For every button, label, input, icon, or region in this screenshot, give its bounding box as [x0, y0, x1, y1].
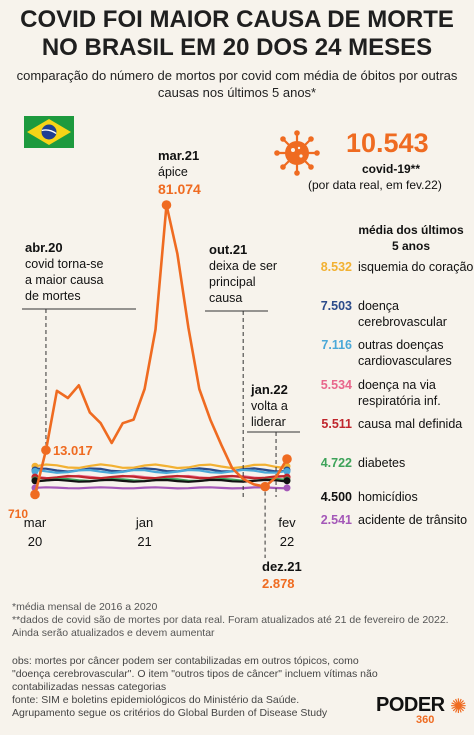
- logo-burst-icon: ✺: [450, 696, 467, 718]
- covid-current-value: 10.543: [346, 128, 429, 158]
- legend-label: doença cerebrovascular: [358, 299, 447, 329]
- source-grouping: Agrupamento segue os critérios do Global…: [12, 707, 328, 719]
- legend-value: 2.541: [320, 513, 352, 527]
- legend-label: outras doenças cardiovasculares: [358, 338, 452, 368]
- legend-value: 5.511: [321, 417, 352, 431]
- legend-value: 4.500: [320, 490, 352, 504]
- x-tick-label: 21: [137, 534, 151, 549]
- legend-value: 4.722: [320, 456, 352, 470]
- covid-point: [30, 489, 40, 500]
- covid-line-chart: abr.20 covid torna-se a maior causa de mort…: [8, 148, 302, 591]
- chart-title: COVID FOI MAIOR CAUSA DE MORTE NO BRASIL…: [20, 6, 454, 61]
- legend-value: 7.503: [320, 299, 352, 313]
- x-tick-label: 22: [280, 534, 294, 549]
- covid-current-sub: (por data real, em fev.22): [308, 178, 442, 192]
- sources: obs: mortes por câncer podem ser contabi…: [12, 655, 392, 720]
- annotation-value: 2.878: [262, 576, 295, 591]
- annotation-heading: abr.20: [25, 240, 63, 255]
- logo-sub: 360: [416, 714, 435, 726]
- baseline-end-dot: [283, 477, 291, 485]
- baseline-line: [34, 474, 288, 480]
- x-tick-label: 20: [28, 534, 42, 549]
- annotation-heading: mar.21: [158, 148, 199, 163]
- annotation-heading: jan.22: [250, 382, 288, 397]
- legend-value: 5.534: [320, 378, 352, 392]
- brazil-flag: [24, 116, 74, 148]
- legend-label: diabetes: [358, 456, 406, 470]
- legend-label: acidente de trânsito: [358, 513, 468, 527]
- legend-label: causa mal definida: [358, 417, 463, 431]
- covid-point: [282, 454, 292, 464]
- x-tick-label: fev: [278, 515, 296, 530]
- covid-point: [41, 445, 51, 455]
- annotation-text: covid torna-se: [25, 257, 104, 271]
- legend-heading: média dos últimos 5 anos: [358, 223, 464, 253]
- legend-label: homicídios: [358, 490, 418, 504]
- baseline-line: [34, 478, 288, 483]
- baseline-start-dot: [31, 467, 39, 475]
- covid-series-line: [33, 203, 289, 495]
- legend-label: isquemia do coração: [358, 260, 474, 274]
- baseline-end-dot: [283, 484, 291, 492]
- source-obs: obs: mortes por câncer podem ser contabi…: [12, 655, 378, 693]
- covid-start-label: 710: [8, 507, 28, 521]
- annotation-text: volta a: [251, 399, 288, 413]
- poder360-logo: PODER 360 ✺: [376, 694, 467, 730]
- annotation-value: 81.074: [158, 181, 201, 197]
- legend-value: 7.116: [321, 338, 352, 352]
- covid-point: [161, 200, 172, 210]
- annotation-text: principal: [209, 275, 256, 289]
- logo-name: PODER: [376, 694, 445, 716]
- baseline-end-dot: [283, 467, 291, 475]
- annotation-text: de mortes: [25, 289, 81, 303]
- annotation-text: a maior causa: [25, 273, 104, 287]
- annotation-value: 13.017: [53, 443, 93, 458]
- footnotes: *média mensal de 2016 a 2020 **dados de …: [12, 601, 462, 640]
- baseline-line: [34, 486, 288, 490]
- source-fonte: fonte: SIM e boletins epidemiológicos do…: [12, 694, 300, 706]
- legend-value: 8.532: [320, 260, 352, 274]
- baseline-line: [34, 463, 288, 470]
- x-tick-label: jan: [135, 515, 153, 530]
- annotation-text: causa: [209, 291, 242, 305]
- annotation-text: ápice: [158, 165, 188, 179]
- footnote: *média mensal de 2016 a 2020: [12, 601, 158, 613]
- virus-icon: [272, 128, 322, 178]
- chart-subtitle: comparação do número de mortos por covid…: [16, 68, 458, 100]
- x-tick-label: mar: [24, 515, 47, 530]
- legend-label: doença na via respiratória inf.: [358, 378, 441, 408]
- baseline-line: [34, 468, 288, 475]
- covid-point: [260, 481, 270, 492]
- annotation-heading: dez.21: [262, 559, 302, 574]
- covid-current-label: covid-19**: [362, 162, 421, 176]
- annotation-heading: out.21: [209, 242, 247, 257]
- annotation-text: deixa de ser: [209, 259, 277, 273]
- footnote: **dados de covid são de mortes por data …: [12, 614, 449, 639]
- annotation-text: liderar: [251, 415, 286, 429]
